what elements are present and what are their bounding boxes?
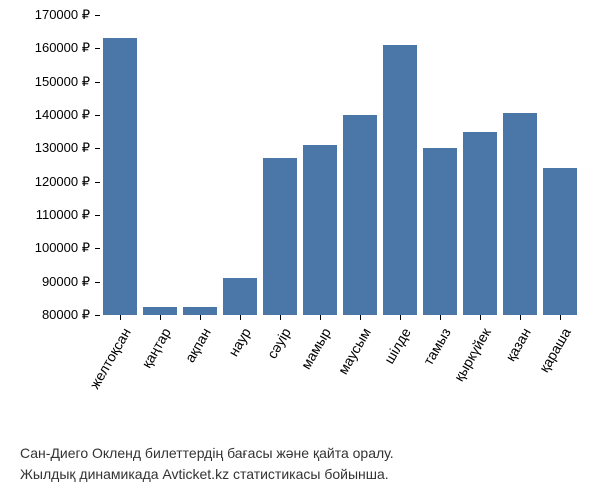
x-tick-mark (320, 315, 321, 320)
x-tick-label: желтоқсан (86, 325, 134, 391)
y-tick-label: 160000 ₽ (35, 40, 90, 56)
y-tick-label: 130000 ₽ (35, 140, 90, 156)
x-tick-mark (120, 315, 121, 320)
x-label-slot: қаңтар (140, 320, 180, 440)
y-tick-label: 140000 ₽ (35, 107, 90, 123)
bars-group (100, 15, 580, 315)
y-tick-label: 100000 ₽ (35, 240, 90, 256)
x-label-slot: желтоқсан (100, 320, 140, 440)
x-tick-mark (520, 315, 521, 320)
chart-caption: Сан-Диего Окленд билеттердің бағасы және… (20, 443, 590, 485)
x-tick-label: қазан (502, 325, 534, 364)
x-label-slot: сәуір (260, 320, 300, 440)
x-axis: желтоқсанқаңтарақпан наур сәуірмамырмаусым… (100, 320, 580, 440)
x-label-slot: наур (220, 320, 260, 440)
y-tick-label: 170000 ₽ (35, 7, 90, 23)
bar (183, 307, 217, 315)
chart-container: 80000 ₽ 90000 ₽ 100000 ₽ 110000 ₽ 120000 ₽ 13… (0, 0, 600, 500)
bar (343, 115, 377, 315)
y-tick-label: 120000 ₽ (35, 174, 90, 190)
bar (143, 307, 177, 315)
x-label-slot: қыркүйек (460, 320, 500, 440)
x-tick-mark (440, 315, 441, 320)
y-tick-label: 110000 ₽ (36, 207, 90, 223)
x-tick-mark (160, 315, 161, 320)
bar (543, 168, 577, 315)
x-tick-mark (240, 315, 241, 320)
x-tick-label: ақпан (181, 325, 213, 365)
x-tick-label: мамыр (298, 325, 334, 372)
bar (383, 45, 417, 315)
bar (263, 158, 297, 315)
bar (103, 38, 137, 315)
x-tick-mark (560, 315, 561, 320)
x-tick-label: қаңтар (138, 325, 174, 371)
x-tick-mark (400, 315, 401, 320)
x-tick-label: маусым (335, 325, 374, 377)
x-tick-label: сәуір (264, 325, 294, 361)
x-label-slot: қазан (500, 320, 540, 440)
x-tick-label: қараша (536, 325, 574, 375)
x-label-slot: шілде (380, 320, 420, 440)
bar (503, 113, 537, 315)
caption-line2: Жылдық динамикада Avticket.kz статистика… (20, 464, 590, 485)
x-tick-label: шілде (381, 325, 414, 366)
x-labels: желтоқсанқаңтарақпан наур сәуірмамырмаусым… (100, 320, 580, 440)
bar (463, 132, 497, 315)
x-tick-mark (480, 315, 481, 320)
bar (423, 148, 457, 315)
x-label-slot: маусым (340, 320, 380, 440)
y-tick-label: 80000 ₽ (42, 307, 90, 323)
caption-line1: Сан-Диего Окленд билеттердің бағасы және… (20, 443, 590, 464)
x-tick-mark (200, 315, 201, 320)
x-label-slot: қараша (540, 320, 580, 440)
x-label-slot: мамыр (300, 320, 340, 440)
y-axis: 80000 ₽90000 ₽100000 ₽110000 ₽120000 ₽13… (0, 15, 95, 315)
bar (223, 278, 257, 315)
x-tick-label: тамыз (420, 325, 454, 368)
y-tick-mark (95, 315, 100, 316)
x-tick-label: наур (225, 325, 254, 359)
x-label-slot: ақпан (180, 320, 220, 440)
plot-area (100, 15, 580, 315)
y-tick-label: 90000 ₽ (42, 274, 90, 290)
x-tick-mark (280, 315, 281, 320)
x-tick-mark (360, 315, 361, 320)
y-tick-label: 150000 ₽ (35, 74, 90, 90)
x-label-slot: тамыз (420, 320, 460, 440)
bar (303, 145, 337, 315)
